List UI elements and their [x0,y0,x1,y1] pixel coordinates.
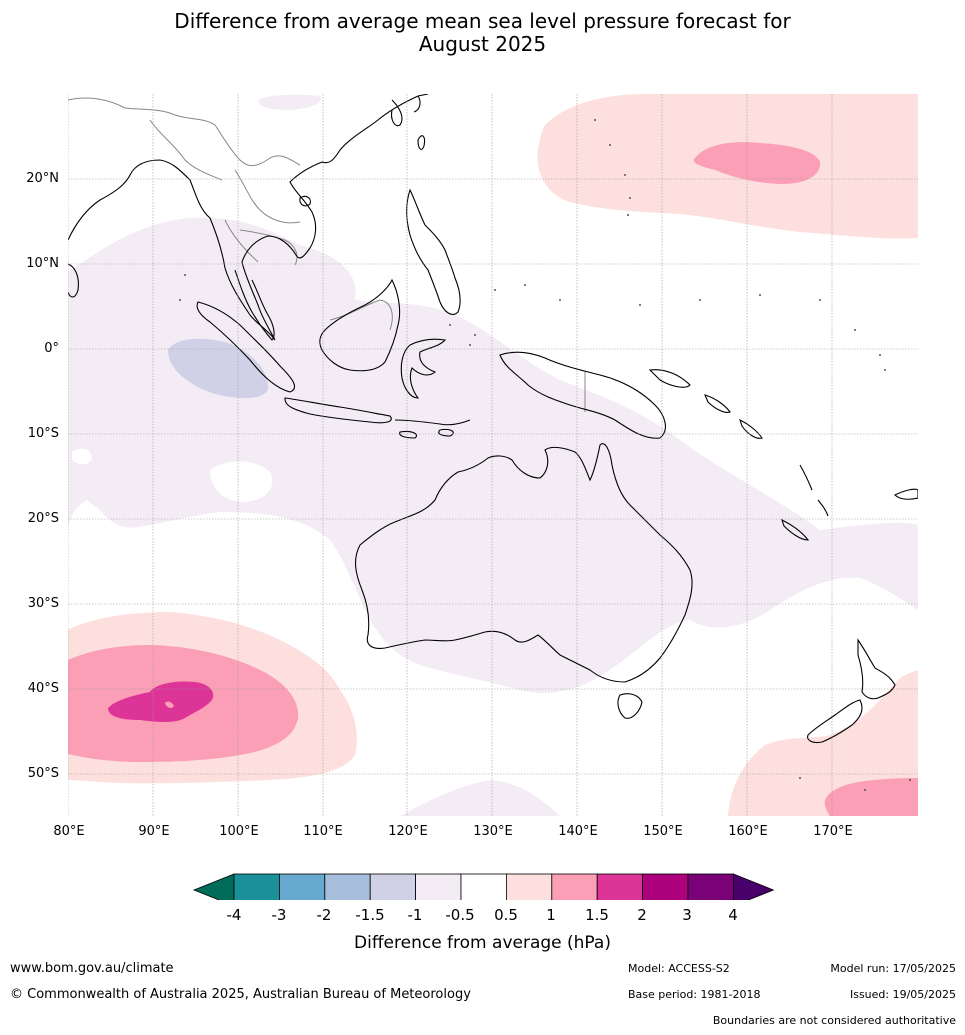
coastline-borneo [319,278,401,372]
colorbar-tick: 1 [546,906,556,924]
negative-anomaly-region-strong [168,338,269,399]
colorbar-swatch [415,873,462,900]
coastline-korea [391,99,403,127]
colorbar-swatch [642,873,689,900]
lat-label-40s: 40°S [27,681,59,696]
lat-label-50s: 50°S [27,766,59,781]
lat-label-20s: 20°S [27,511,59,526]
colorbar-swatch [505,873,553,900]
colorbar-tick: 3 [682,906,692,924]
negative-anomaly-region-south [400,780,560,816]
coastline-sumatra [196,301,295,393]
colorbar-swatch [551,873,598,900]
positive-anomaly-region-tasman [728,670,918,816]
title-line-2: August 2025 [418,32,547,56]
figure-title: Difference from average mean sea level p… [0,10,965,56]
coastline-new-caledonia [781,518,810,541]
colorbar-swatch [369,873,417,900]
model-run-date: Model run: 17/05/2025 [830,962,956,975]
boundaries-disclaimer: Boundaries are not considered authoritat… [712,1014,956,1027]
negative-anomaly-region-north [258,94,321,110]
lon-label-130e: 130°E [473,824,513,839]
colorbar-tick: -1 [407,906,423,924]
lat-label-30s: 30°S [27,596,59,611]
colorbar-extend-high [733,873,775,900]
coastline-new-zealand-north [857,638,896,700]
lon-label-100e: 100°E [219,824,259,839]
coastline-new-zealand-south [807,699,863,744]
coastline-malay-peninsula [234,269,275,341]
lon-label-150e: 150°E [643,824,683,839]
colorbar [192,873,775,900]
country-borders [68,97,586,412]
coastline-vanuatu [799,464,829,517]
colorbar-tick: -3 [271,906,287,924]
coastline-australia [354,443,693,683]
coastline-lesser-sunda [394,419,471,439]
lon-label-170e: 170°E [813,824,853,839]
anomaly-core-hole [165,701,174,708]
coastline-fiji [894,488,918,500]
issued-date: Issued: 19/05/2025 [849,988,956,1001]
colorbar-tick: -4 [226,906,242,924]
coastline-philippines [406,188,461,315]
colorbar-swatch [233,873,280,900]
colorbar-extend-low [192,873,235,900]
colorbar-tick: 0.5 [494,906,518,924]
colorbar-tick: -0.5 [445,906,475,924]
coastline-sulawesi [400,338,447,399]
lat-label-0: 0° [44,341,59,356]
coastline-asia [68,94,429,341]
lon-label-80e: 80°E [53,824,85,839]
positive-anomaly-region-north-pacific-core [693,142,821,185]
positive-anomaly-region-tasman-core [824,778,918,816]
neutral-island [210,461,273,502]
coastline-tasmania [617,693,643,719]
coastline-hainan [299,195,311,207]
colorbar-swatch [596,873,644,900]
neutral-island-small [72,448,92,465]
colorbar-tick: -2 [316,906,332,924]
lat-label-10s: 10°S [27,426,59,441]
website-link[interactable]: www.bom.gov.au/climate [10,961,174,976]
lon-label-140e: 140°E [558,824,598,839]
colorbar-tick: 4 [728,906,738,924]
negative-anomaly-region-main [68,217,918,694]
colorbar-swatch [687,873,734,900]
model-name: Model: ACCESS-S2 [628,962,730,975]
graticule [68,94,918,816]
colorbar-swatch [460,873,507,900]
lat-label-20n: 20°N [26,171,59,186]
colorbar-swatch [324,873,371,900]
colorbar-label: Difference from average (hPa) [354,933,611,953]
positive-anomaly-region-south-indian-core [108,681,214,722]
title-line-1: Difference from average mean sea level p… [174,9,791,33]
lon-label-90e: 90°E [138,824,170,839]
colorbar-tick: 2 [637,906,647,924]
coastlines [68,94,918,744]
coastline-japan [413,95,421,113]
copyright-text: © Commonwealth of Australia 2025, Austra… [10,987,471,1002]
coastline-sri-lanka [68,263,79,298]
base-period: Base period: 1981-2018 [628,988,761,1001]
colorbar-tick: -1.5 [355,906,385,924]
pressure-anomaly-map [68,94,918,900]
colorbar-swatch [278,873,326,900]
coastline-bismarck [648,369,763,439]
coastline-new-guinea [499,351,666,439]
lon-label-160e: 160°E [728,824,768,839]
coastline-java [284,397,392,424]
lon-label-110e: 110°E [303,824,343,839]
colorbar-tick: 1.5 [585,906,609,924]
coastline-taiwan [417,135,426,150]
small-islands [179,119,911,791]
lon-label-120e: 120°E [388,824,428,839]
lat-label-10n: 10°N [26,256,59,271]
